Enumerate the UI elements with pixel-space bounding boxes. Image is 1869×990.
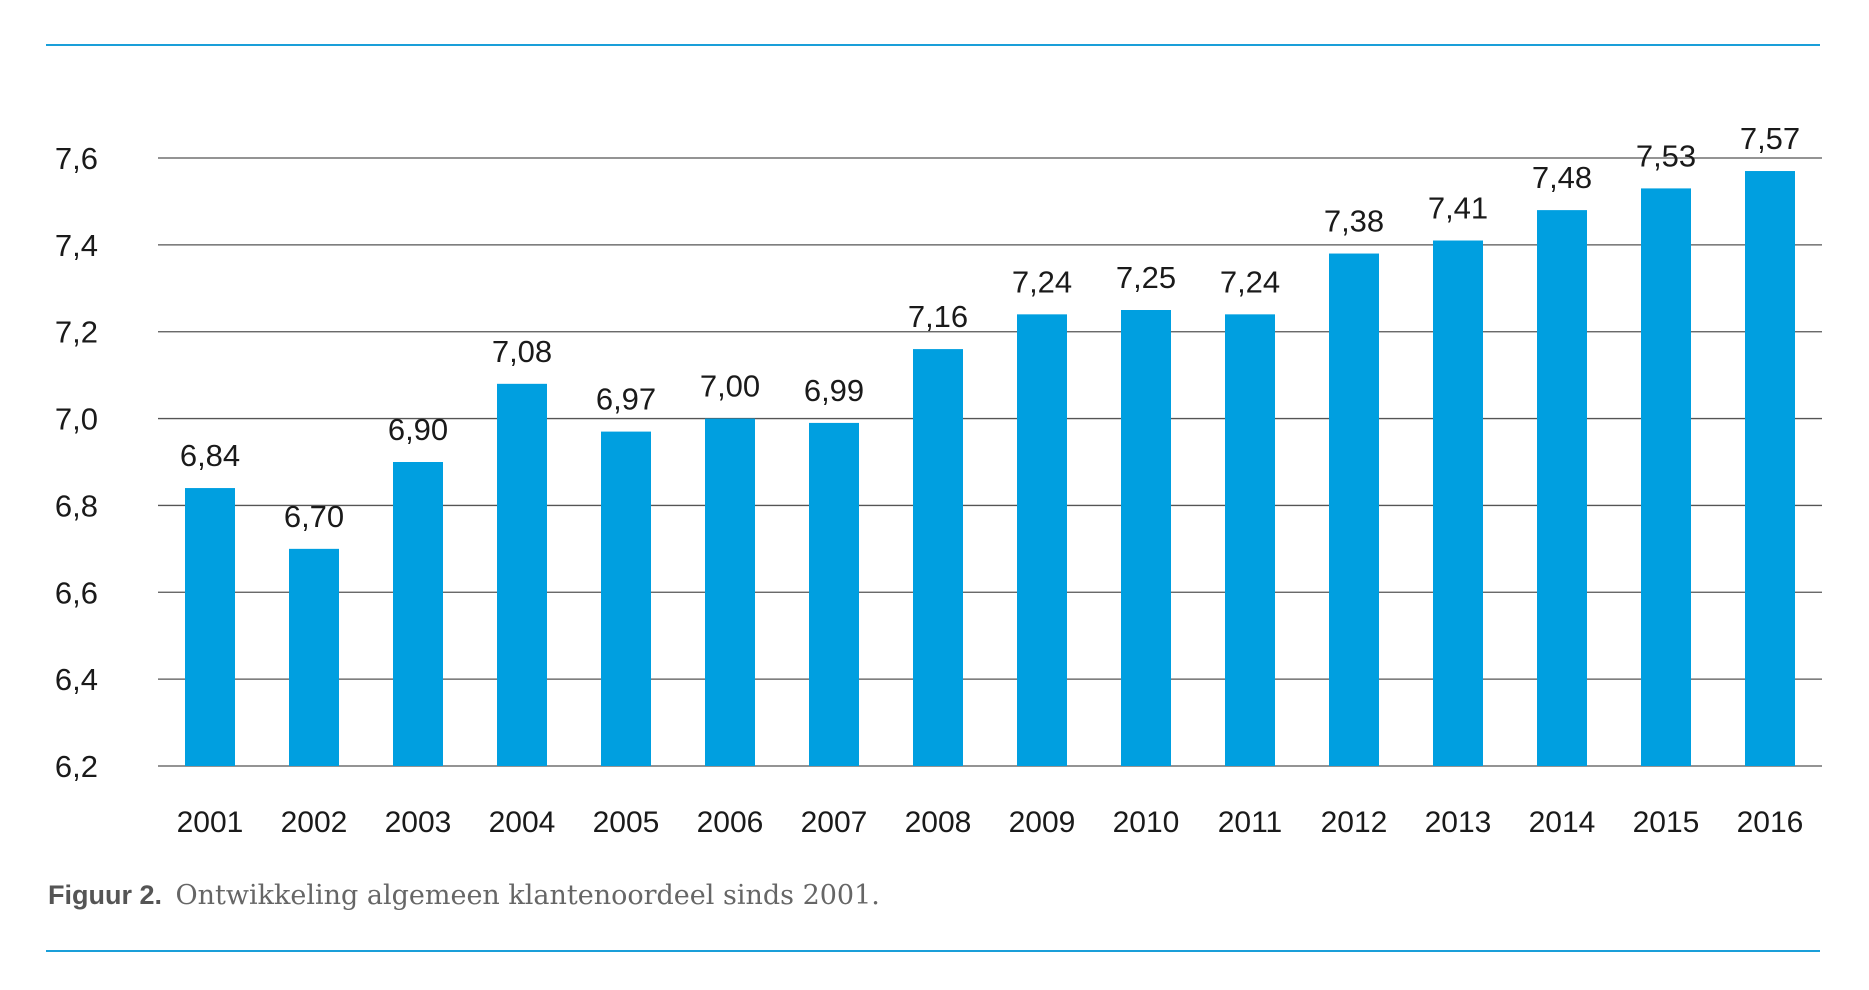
data-label: 7,08 bbox=[492, 334, 552, 369]
bar bbox=[1641, 188, 1691, 766]
bar bbox=[1537, 210, 1587, 767]
x-category-label: 2003 bbox=[385, 806, 452, 839]
data-label: 7,57 bbox=[1740, 121, 1800, 156]
bar bbox=[497, 383, 547, 766]
y-tick-label: 7,2 bbox=[55, 315, 98, 350]
data-label: 6,84 bbox=[180, 438, 240, 473]
bar bbox=[289, 548, 339, 766]
caption-figure-label: Figuur 2. bbox=[48, 880, 162, 910]
x-category-label: 2015 bbox=[1633, 806, 1700, 839]
bar bbox=[601, 431, 651, 766]
bar bbox=[1017, 314, 1067, 766]
data-label: 6,90 bbox=[388, 412, 448, 447]
y-tick-label: 6,8 bbox=[55, 488, 98, 523]
bar-chart: 6,2 6,4 6,6 6,8 7,0 7,2 7,4 7,6 6,84 6,70 6,90 7,0… bbox=[55, 121, 1822, 839]
data-label: 7,24 bbox=[1220, 264, 1280, 299]
x-category-label: 2011 bbox=[1218, 806, 1283, 839]
y-tick-label: 6,4 bbox=[55, 662, 98, 697]
bar bbox=[1329, 253, 1379, 767]
data-label: 7,41 bbox=[1428, 191, 1488, 226]
y-tick-label: 7,0 bbox=[55, 402, 98, 437]
x-category-label: 2002 bbox=[281, 806, 348, 839]
bar bbox=[1433, 240, 1483, 766]
x-category-label: 2004 bbox=[489, 806, 556, 839]
x-axis-categories: 2001 2002 2003 2004 2005 2006 2007 2008 2009 2010… bbox=[177, 806, 1804, 839]
x-category-label: 2006 bbox=[697, 806, 764, 839]
top-rule bbox=[46, 44, 1820, 46]
bar bbox=[1745, 171, 1795, 766]
data-label: 7,53 bbox=[1636, 138, 1696, 173]
data-label: 7,38 bbox=[1324, 204, 1384, 239]
bar bbox=[1225, 314, 1275, 766]
x-category-label: 2008 bbox=[905, 806, 972, 839]
data-label: 6,99 bbox=[804, 373, 864, 408]
bar bbox=[913, 349, 963, 766]
data-label: 7,00 bbox=[700, 369, 760, 404]
x-category-label: 2013 bbox=[1425, 806, 1492, 839]
y-axis-ticks: 6,2 6,4 6,6 6,8 7,0 7,2 7,4 7,6 bbox=[55, 141, 98, 784]
x-category-label: 2010 bbox=[1113, 806, 1180, 839]
caption-text: Ontwikkeling algemeen klantenoordeel sin… bbox=[175, 880, 880, 911]
bar bbox=[393, 462, 443, 766]
x-category-label: 2012 bbox=[1321, 806, 1388, 839]
x-category-label: 2009 bbox=[1009, 806, 1076, 839]
y-tick-label: 6,6 bbox=[55, 575, 98, 610]
data-label: 6,70 bbox=[284, 499, 344, 534]
data-labels: 6,84 6,70 6,90 7,08 6,97 7,00 6,99 7,16 7,24 7,25… bbox=[180, 121, 1800, 534]
data-label: 7,24 bbox=[1012, 264, 1072, 299]
x-category-label: 2001 bbox=[177, 806, 244, 839]
x-category-label: 2016 bbox=[1737, 806, 1804, 839]
figure-caption: Figuur 2. Ontwikkeling algemeen klanteno… bbox=[48, 880, 880, 911]
x-category-label: 2014 bbox=[1529, 806, 1596, 839]
bars bbox=[185, 171, 1795, 767]
data-label: 7,25 bbox=[1116, 260, 1176, 295]
x-category-label: 2007 bbox=[801, 806, 868, 839]
y-tick-label: 7,4 bbox=[55, 228, 98, 263]
data-label: 7,48 bbox=[1532, 160, 1592, 195]
bar bbox=[705, 418, 755, 766]
bar bbox=[185, 488, 235, 766]
y-tick-label: 7,6 bbox=[55, 141, 98, 176]
bar bbox=[809, 422, 859, 766]
x-category-label: 2005 bbox=[593, 806, 660, 839]
bottom-rule bbox=[46, 950, 1820, 952]
data-label: 7,16 bbox=[908, 299, 968, 334]
y-tick-label: 6,2 bbox=[55, 749, 98, 784]
bar bbox=[1121, 310, 1171, 766]
data-label: 6,97 bbox=[596, 382, 656, 417]
